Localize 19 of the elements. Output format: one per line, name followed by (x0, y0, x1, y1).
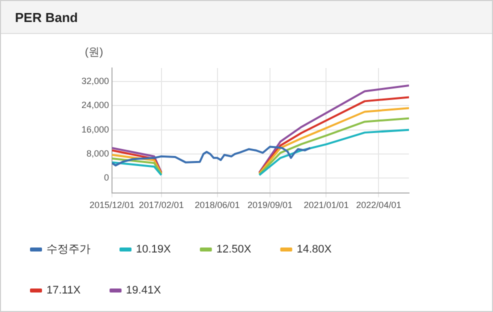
chart-title: PER Band (15, 10, 78, 24)
y-tick-label: 24,000 (81, 100, 109, 110)
x-tick-label: 2021/01/01 (304, 200, 349, 210)
x-tick-label: 2019/09/01 (247, 200, 292, 210)
y-axis-title: (원) (84, 46, 104, 59)
x-tick-label: 2022/04/01 (356, 200, 402, 210)
y-tick-label: 32,000 (81, 76, 109, 86)
x-tick-label: 2017/02/01 (138, 200, 184, 210)
legend-label: 17.11X (46, 284, 82, 297)
legend-label: 19.41X (126, 284, 162, 297)
x-tick-label: 2018/06/01 (194, 200, 240, 210)
legend-label: 10.19X (136, 244, 172, 256)
legend-label: 14.80X (296, 244, 332, 256)
y-tick-label: 8,000 (86, 148, 109, 158)
legend-label: 12.50X (216, 244, 252, 256)
legend-label: 수정주가 (46, 244, 90, 256)
y-tick-label: 16,000 (81, 124, 109, 134)
x-tick-label: 2015/12/01 (89, 200, 135, 210)
y-tick-label: 0 (104, 172, 109, 183)
